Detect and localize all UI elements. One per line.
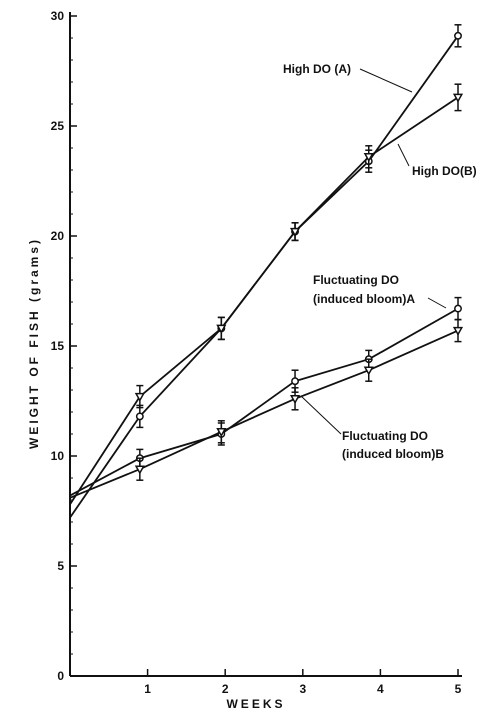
y-tick-label: 20 — [51, 229, 65, 243]
annotation-fluct-b-line1: Fluctuating DO — [342, 429, 428, 443]
series-3 — [69, 318, 464, 499]
series-line — [69, 96, 459, 505]
x-tick-label: 2 — [222, 682, 229, 696]
annotation-fluct-b-line2: (induced bloom)B — [342, 447, 444, 461]
data-point — [134, 392, 145, 402]
annotation-fluct-a-line2: (induced bloom)A — [313, 292, 415, 306]
annotation-high-do-a: High DO (A) — [283, 62, 351, 76]
y-axis-title: WEIGHT OF FISH (grams) — [27, 237, 41, 449]
x-tick-label: 1 — [144, 682, 151, 696]
x-tick-label: 3 — [299, 682, 306, 696]
data-point — [452, 93, 464, 103]
series-2 — [69, 296, 462, 497]
x-tick-label: 5 — [455, 682, 462, 696]
arrow-high-do-b — [397, 143, 410, 167]
series-line — [69, 307, 459, 497]
data-point — [291, 377, 299, 386]
data-point — [134, 465, 145, 475]
arrow-high-do-a — [359, 68, 413, 93]
annotation-high-do-b: High DO(B) — [412, 164, 477, 178]
y-tick-label: 5 — [57, 559, 64, 573]
y-tick-label: 0 — [57, 669, 64, 683]
y-tick-label: 15 — [51, 339, 65, 353]
annotation-fluct-a-line1: Fluctuating DO — [313, 273, 399, 287]
y-ticks: 0 5 10 15 20 25 30 — [51, 9, 77, 683]
y-tick-label: 10 — [51, 449, 65, 463]
arrow-fluct-b — [300, 395, 342, 435]
data-point — [216, 428, 227, 438]
series-layer — [69, 24, 464, 519]
data-point — [454, 304, 462, 313]
data-point — [454, 31, 462, 40]
annotations: High DO (A) High DO(B) Fluctuating DO (i… — [283, 62, 477, 461]
series-line — [69, 329, 459, 499]
y-tick-label: 25 — [51, 119, 65, 133]
series-line — [69, 35, 459, 519]
arrow-fluct-a — [427, 297, 447, 309]
data-point — [289, 395, 301, 405]
x-ticks: 1 2 3 4 5 — [144, 669, 462, 696]
data-point — [216, 324, 227, 334]
y-tick-label: 30 — [51, 9, 65, 23]
data-point — [452, 326, 464, 336]
data-point — [135, 412, 144, 421]
x-axis-title: WEEKS — [226, 697, 285, 711]
data-point — [363, 366, 374, 376]
series-1 — [69, 83, 464, 505]
data-point — [363, 153, 374, 163]
data-point — [289, 227, 301, 237]
x-tick-label: 4 — [377, 682, 384, 696]
y-minor-ticks — [70, 37, 73, 655]
